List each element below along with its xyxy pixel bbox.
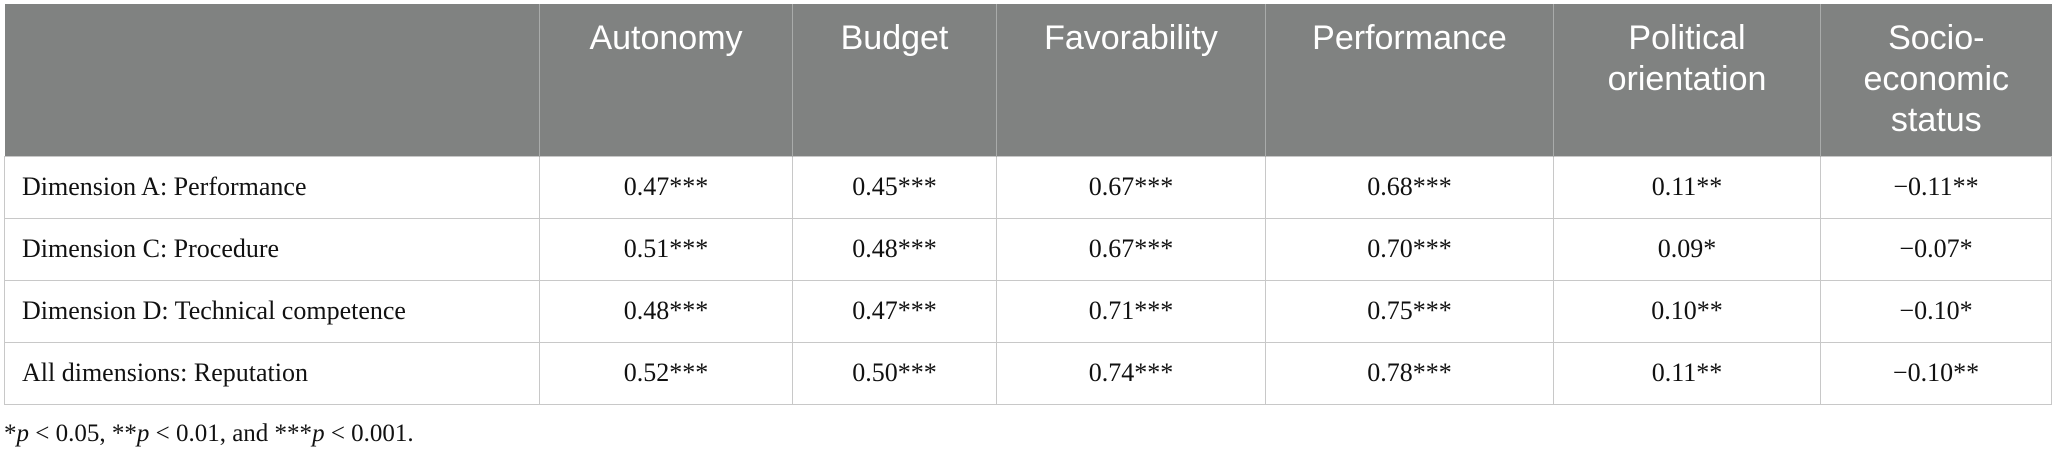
table-row: All dimensions: Reputation 0.52*** 0.50***… — [4, 341, 2052, 405]
table-cell: 0.67*** — [996, 155, 1266, 219]
table-cell: 0.11** — [1553, 341, 1821, 405]
table-cell: −0.10* — [1820, 279, 2052, 343]
table-row: Dimension C: Procedure 0.51*** 0.48*** 0.67… — [4, 217, 2052, 281]
footnote-text: < 0.001. — [324, 420, 414, 447]
table-row: Dimension A: Performance 0.47*** 0.45*** 0.… — [4, 155, 2052, 219]
header-cell — [4, 4, 540, 156]
table-cell: −0.11** — [1820, 155, 2052, 219]
row-label: Dimension D: Technical competence — [4, 279, 540, 343]
header-cell: Budget — [792, 4, 997, 156]
footnote-text: * — [4, 420, 17, 447]
table-cell: 0.47*** — [539, 155, 793, 219]
table-cell: 0.70*** — [1265, 217, 1554, 281]
footnote-text: < 0.05, ** — [29, 420, 137, 447]
footnote-italic: p — [16, 420, 30, 447]
table-cell: 0.52*** — [539, 341, 793, 405]
table-cell: 0.47*** — [792, 279, 997, 343]
header-cell: Performance — [1265, 4, 1554, 156]
table-cell: 0.67*** — [996, 217, 1266, 281]
row-label: Dimension C: Procedure — [4, 217, 540, 281]
table-cell: 0.10** — [1553, 279, 1821, 343]
table-cell: 0.45*** — [792, 155, 997, 219]
table-cell: 0.68*** — [1265, 155, 1554, 219]
footnote-italic: p — [312, 420, 325, 447]
footnote-text: < 0.01, and *** — [149, 420, 313, 447]
header-cell: Socio-economic status — [1820, 4, 2052, 156]
table-cell: 0.75*** — [1265, 279, 1554, 343]
table-cell: −0.10** — [1820, 341, 2052, 405]
table-cell: 0.51*** — [539, 217, 793, 281]
row-label: Dimension A: Performance — [4, 155, 540, 219]
table-cell: 0.71*** — [996, 279, 1266, 343]
table-cell: 0.09* — [1553, 217, 1821, 281]
table-cell: 0.78*** — [1265, 341, 1554, 405]
footnote: *p < 0.05, **p < 0.01, and ***p < 0.001. — [4, 420, 414, 448]
table-cell: 0.50*** — [792, 341, 997, 405]
header-cell: Autonomy — [539, 4, 793, 156]
footnote-italic: p — [136, 420, 150, 447]
header-cell: Favorability — [996, 4, 1266, 156]
table-cell: 0.74*** — [996, 341, 1266, 405]
table-body: Dimension A: Performance 0.47*** 0.45*** 0.… — [4, 155, 2052, 405]
table-cell: 0.48*** — [792, 217, 997, 281]
header-row: Autonomy Budget Favorability Performance Pol… — [4, 4, 2052, 156]
table-cell: 0.11** — [1553, 155, 1821, 219]
data-table: Autonomy Budget Favorability Performance Pol… — [4, 4, 2052, 405]
table-cell: 0.48*** — [539, 279, 793, 343]
table-row: Dimension D: Technical competence 0.48***… — [4, 279, 2052, 343]
header-cell: Political orientation — [1553, 4, 1821, 156]
row-label: All dimensions: Reputation — [4, 341, 540, 405]
table-cell: −0.07* — [1820, 217, 2052, 281]
